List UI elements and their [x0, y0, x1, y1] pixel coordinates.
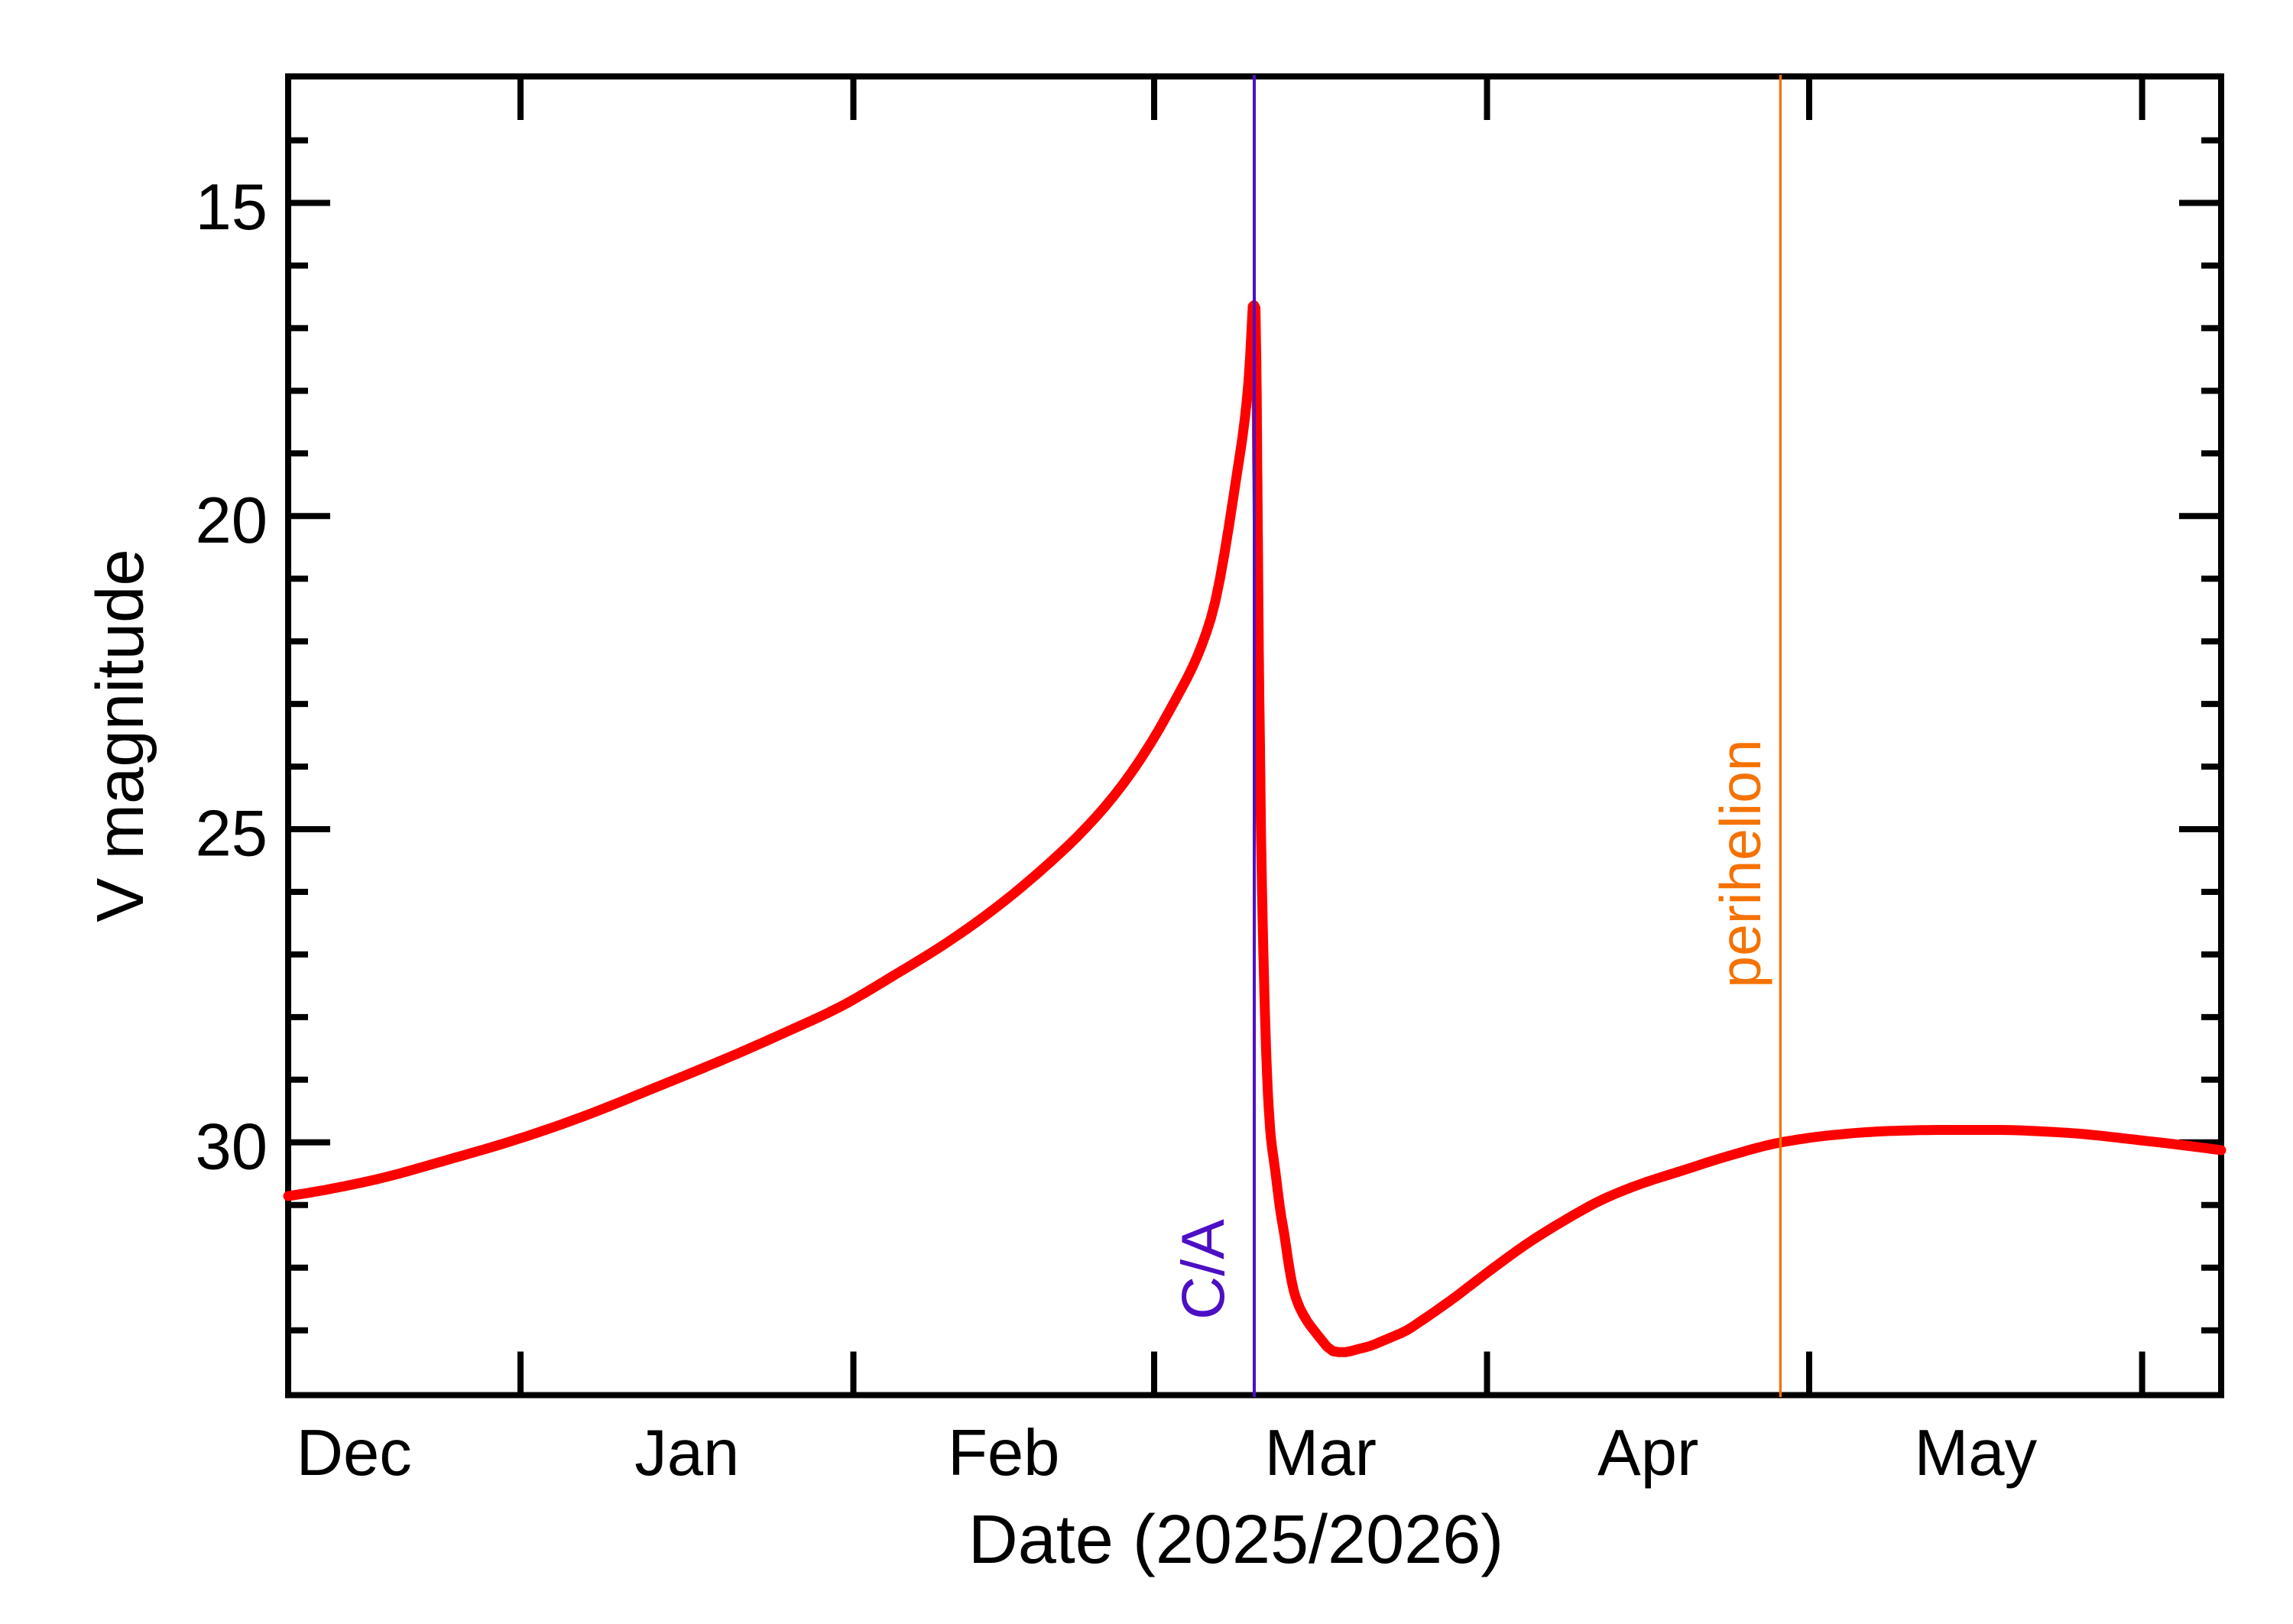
svg-text:20: 20 — [195, 485, 268, 557]
svg-text:Dec: Dec — [297, 1417, 412, 1489]
svg-text:Mar: Mar — [1265, 1417, 1377, 1489]
svg-text:Date (2025/2026): Date (2025/2026) — [968, 1502, 1504, 1578]
svg-text:Jan: Jan — [634, 1417, 739, 1489]
svg-text:perihelion: perihelion — [1708, 739, 1772, 987]
svg-text:30: 30 — [195, 1110, 268, 1183]
svg-text:25: 25 — [195, 798, 268, 870]
svg-text:C/A: C/A — [1169, 1219, 1237, 1320]
svg-text:Apr: Apr — [1597, 1417, 1698, 1489]
svg-text:May: May — [1915, 1417, 2038, 1489]
svg-text:Feb: Feb — [948, 1417, 1059, 1489]
svg-text:15: 15 — [195, 171, 268, 244]
svg-text:V magnitude: V magnitude — [83, 549, 157, 922]
